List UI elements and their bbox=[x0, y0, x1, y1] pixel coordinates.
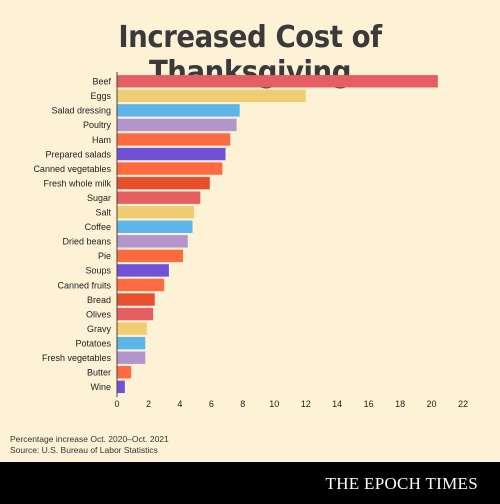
category-label: Salt bbox=[95, 208, 111, 218]
bar bbox=[117, 206, 195, 219]
category-label: Canned vegetables bbox=[33, 164, 111, 174]
chart-source: Source: U.S. Bureau of Labor Statistics bbox=[10, 445, 158, 455]
bar bbox=[117, 147, 226, 161]
category-label: Dried beans bbox=[62, 237, 111, 247]
bar bbox=[117, 89, 306, 103]
bar bbox=[117, 220, 193, 233]
bar bbox=[117, 118, 237, 132]
category-label: Olives bbox=[86, 309, 112, 319]
category-label: Eggs bbox=[90, 91, 111, 101]
x-tick-label: 8 bbox=[240, 399, 245, 409]
bar bbox=[117, 104, 240, 117]
bar bbox=[117, 278, 165, 292]
bar bbox=[117, 249, 184, 263]
bar bbox=[117, 176, 210, 190]
bar bbox=[117, 133, 231, 146]
bar bbox=[117, 307, 154, 321]
category-label: Ham bbox=[92, 135, 111, 145]
x-tick-label: 18 bbox=[395, 399, 405, 409]
category-label: Bread bbox=[87, 295, 111, 305]
category-label: Sugar bbox=[87, 193, 111, 203]
category-label: Coffee bbox=[85, 222, 111, 232]
chart-note: Percentage increase Oct. 2020–Oct. 2021 bbox=[10, 434, 169, 444]
bar bbox=[117, 264, 169, 277]
x-tick-label: 10 bbox=[269, 399, 279, 409]
category-label: Poultry bbox=[83, 120, 112, 130]
category-label: Beef bbox=[92, 77, 111, 87]
category-label: Fresh whole milk bbox=[43, 178, 111, 188]
category-label: Wine bbox=[90, 382, 111, 392]
bar bbox=[117, 351, 146, 364]
category-label: Potatoes bbox=[75, 338, 111, 348]
bar bbox=[117, 235, 188, 248]
bar bbox=[117, 75, 438, 88]
x-tick-label: 4 bbox=[177, 399, 182, 409]
x-tick-label: 2 bbox=[146, 399, 151, 409]
footer-bar: THE EPOCH TIMES bbox=[0, 462, 500, 504]
x-tick-label: 20 bbox=[427, 399, 437, 409]
x-tick-label: 0 bbox=[114, 399, 119, 409]
bar bbox=[117, 336, 146, 350]
category-label: Soups bbox=[85, 266, 111, 276]
brand-logo: THE EPOCH TIMES bbox=[325, 474, 478, 493]
category-label: Salad dressing bbox=[51, 106, 111, 116]
category-label: Butter bbox=[87, 368, 111, 378]
bar bbox=[117, 322, 147, 335]
category-label: Prepared salads bbox=[45, 149, 111, 159]
chart-title: Increased Cost of Thanksgiving bbox=[118, 20, 382, 90]
x-tick-label: 14 bbox=[332, 399, 342, 409]
bar bbox=[117, 191, 201, 204]
category-label: Pie bbox=[98, 251, 111, 261]
bar bbox=[117, 380, 125, 394]
bar bbox=[117, 293, 155, 306]
category-label: Canned fruits bbox=[57, 280, 111, 290]
x-tick-label: 12 bbox=[301, 399, 311, 409]
bar bbox=[117, 366, 132, 379]
bar bbox=[117, 162, 223, 175]
x-tick-label: 22 bbox=[458, 399, 468, 409]
category-label: Gravy bbox=[87, 324, 112, 334]
x-tick-label: 6 bbox=[209, 399, 214, 409]
category-label: Fresh vegetables bbox=[42, 353, 112, 363]
x-tick-label: 16 bbox=[364, 399, 374, 409]
